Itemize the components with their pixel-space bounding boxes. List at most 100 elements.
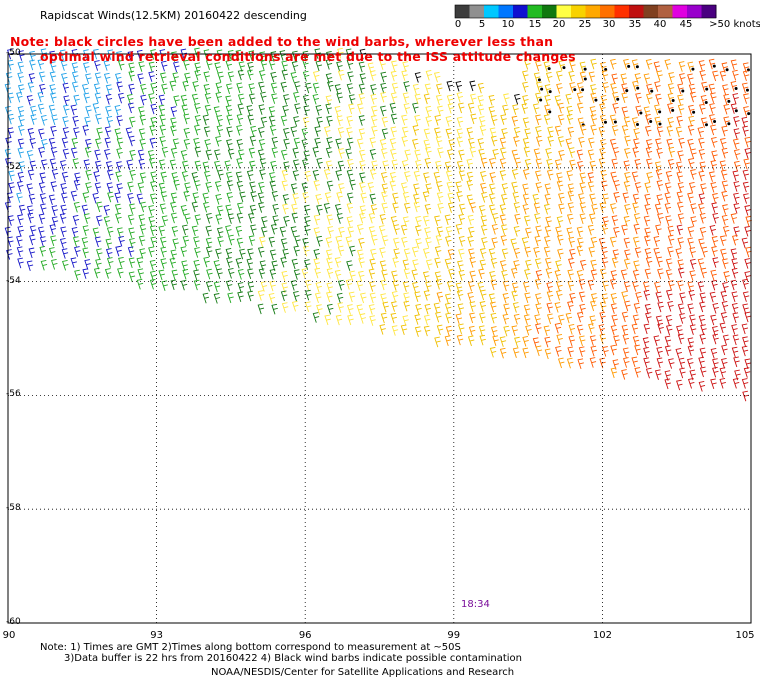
wind-barb — [437, 202, 444, 214]
wind-barb — [445, 226, 453, 237]
wind-barb — [590, 269, 598, 281]
wind-barb — [700, 267, 707, 279]
wind-barb — [730, 279, 738, 291]
wind-barb — [115, 245, 122, 257]
wind-barb — [522, 335, 529, 347]
wind-barb — [522, 203, 529, 215]
wind-barb — [554, 159, 562, 170]
wind-barb — [424, 227, 431, 238]
wind-barb — [347, 226, 354, 238]
wind-barb — [237, 202, 244, 214]
wind-barb — [492, 148, 499, 160]
wind-barb — [576, 245, 584, 257]
wind-barb — [612, 91, 619, 103]
wind-barb — [401, 126, 409, 138]
wind-barb — [635, 291, 642, 303]
wind-barb — [358, 115, 366, 126]
wind-barb — [423, 128, 431, 140]
wind-barb — [213, 260, 221, 271]
wind-barb — [326, 180, 334, 192]
wind-barb — [721, 180, 729, 192]
wind-barb — [148, 205, 155, 216]
contamination-flag-dot — [539, 98, 543, 102]
wind-barb — [370, 84, 377, 95]
wind-barb — [722, 334, 730, 346]
wind-barb — [456, 91, 464, 103]
longitude-tick-label: 105 — [735, 630, 755, 641]
wind-barb — [402, 92, 410, 103]
wind-barb — [216, 125, 224, 136]
wind-barb — [382, 160, 389, 172]
wind-barb — [413, 183, 420, 194]
wind-barb — [468, 248, 475, 259]
wind-barb — [688, 104, 695, 116]
wind-barb — [92, 192, 99, 204]
wind-barb — [467, 292, 474, 303]
wind-barb — [667, 234, 675, 246]
wind-barb — [490, 312, 497, 324]
wind-barb — [29, 234, 36, 246]
wind-barb — [633, 223, 640, 235]
wind-barb — [468, 137, 475, 149]
wind-barb — [633, 213, 641, 224]
wind-barb — [744, 147, 751, 159]
wind-barb — [283, 94, 290, 105]
wind-barb — [194, 124, 201, 136]
wind-barb — [118, 256, 125, 268]
wind-barb — [535, 126, 542, 137]
wind-barb — [250, 191, 257, 202]
wind-barb — [457, 102, 465, 114]
wind-barb — [17, 106, 25, 117]
wind-barb — [49, 61, 57, 72]
wind-barb — [334, 84, 342, 95]
wind-barb — [303, 105, 310, 116]
wind-barb — [511, 149, 519, 161]
wind-barb — [62, 82, 69, 94]
wind-barb — [315, 281, 322, 293]
wind-barb — [326, 303, 334, 315]
wind-barb — [271, 93, 278, 104]
wind-barb — [239, 191, 246, 203]
wind-barb — [72, 214, 80, 226]
wind-barb — [292, 290, 300, 302]
wind-barb — [644, 203, 651, 215]
wind-barb — [511, 290, 518, 302]
wind-barb — [369, 193, 377, 205]
wind-barb — [392, 202, 399, 214]
wind-barb — [71, 81, 79, 93]
wind-barb — [578, 291, 586, 303]
wind-barb — [305, 279, 312, 291]
wind-barb — [569, 292, 576, 304]
wind-barb — [621, 290, 628, 302]
wind-barb — [160, 258, 167, 269]
latitude-tick-label: -58 — [6, 503, 21, 514]
wind-barb — [225, 59, 232, 71]
wind-barb — [744, 271, 751, 282]
wind-barb — [666, 289, 673, 301]
wind-barb — [337, 279, 345, 291]
wind-barb — [455, 223, 463, 235]
wind-barb — [645, 256, 653, 268]
wind-barb — [401, 236, 408, 248]
wind-barb — [139, 138, 146, 150]
wind-barb — [579, 124, 587, 136]
wind-barb — [282, 248, 289, 260]
wind-barb — [679, 292, 686, 304]
wind-barb — [247, 248, 254, 259]
wind-barb — [719, 322, 727, 334]
wind-barb — [535, 114, 542, 126]
wind-barb — [719, 235, 727, 246]
wind-barb — [400, 224, 408, 236]
wind-barb — [589, 193, 596, 205]
wind-barb — [435, 311, 442, 323]
wind-barb — [326, 115, 333, 127]
wind-barb — [434, 115, 441, 126]
wind-barb — [514, 213, 521, 225]
wind-barb — [610, 325, 618, 336]
wind-barb — [38, 147, 45, 158]
wind-barb — [700, 95, 708, 106]
wind-barb — [567, 190, 575, 202]
wind-barb — [677, 83, 684, 95]
wind-barb — [260, 281, 268, 292]
wind-barbs-layer — [4, 47, 752, 402]
